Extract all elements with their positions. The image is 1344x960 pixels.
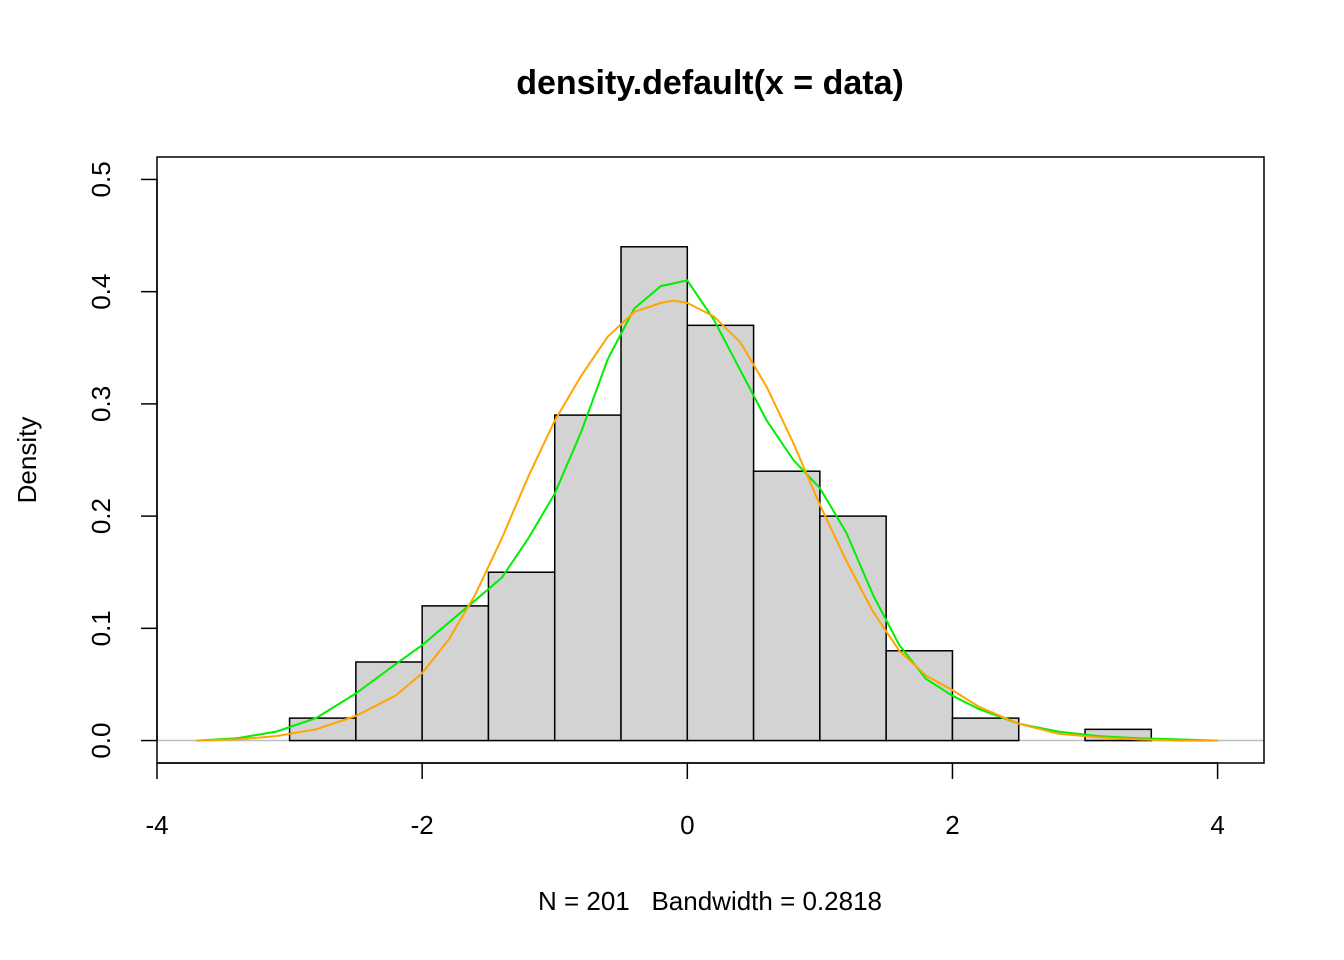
y-axis: 0.0 0.1 0.2 0.3 0.4 0.5 (86, 161, 158, 759)
y-tick-label: 0.5 (86, 161, 116, 197)
histogram-bar (819, 515, 887, 742)
x-tick-label: -2 (411, 810, 434, 840)
histogram-bar (487, 571, 556, 742)
y-axis-label: Density (12, 417, 42, 504)
y-tick-label: 0.3 (86, 386, 116, 422)
histogram-bar (288, 717, 357, 742)
y-tick-label: 0.1 (86, 610, 116, 646)
plot-frame (156, 156, 1265, 764)
y-tick-label: 0.0 (86, 723, 116, 759)
x-tick-label: -4 (145, 810, 168, 840)
y-tick-label: 0.4 (86, 274, 116, 310)
histogram-bar (355, 661, 423, 742)
density-curve-2 (196, 299, 1218, 742)
x-tick-label: 0 (680, 810, 694, 840)
x-axis-label: N = 201 Bandwidth = 0.2818 (538, 886, 882, 916)
x-tick-label: 2 (945, 810, 959, 840)
plot-area (157, 246, 1264, 742)
density-curve-1 (196, 279, 1218, 742)
x-axis: -4 -2 0 2 4 (145, 762, 1225, 840)
histogram-bar (686, 324, 755, 742)
chart-title: density.default(x = data) (516, 64, 904, 102)
histogram-bar (752, 470, 821, 742)
histogram-bar (951, 717, 1020, 742)
histogram-bar (553, 414, 622, 742)
histogram-bar (421, 605, 490, 742)
y-tick-label: 0.2 (86, 498, 116, 534)
histogram-bar (620, 246, 689, 742)
x-tick-label: 4 (1210, 810, 1224, 840)
histogram-bar (885, 650, 954, 742)
